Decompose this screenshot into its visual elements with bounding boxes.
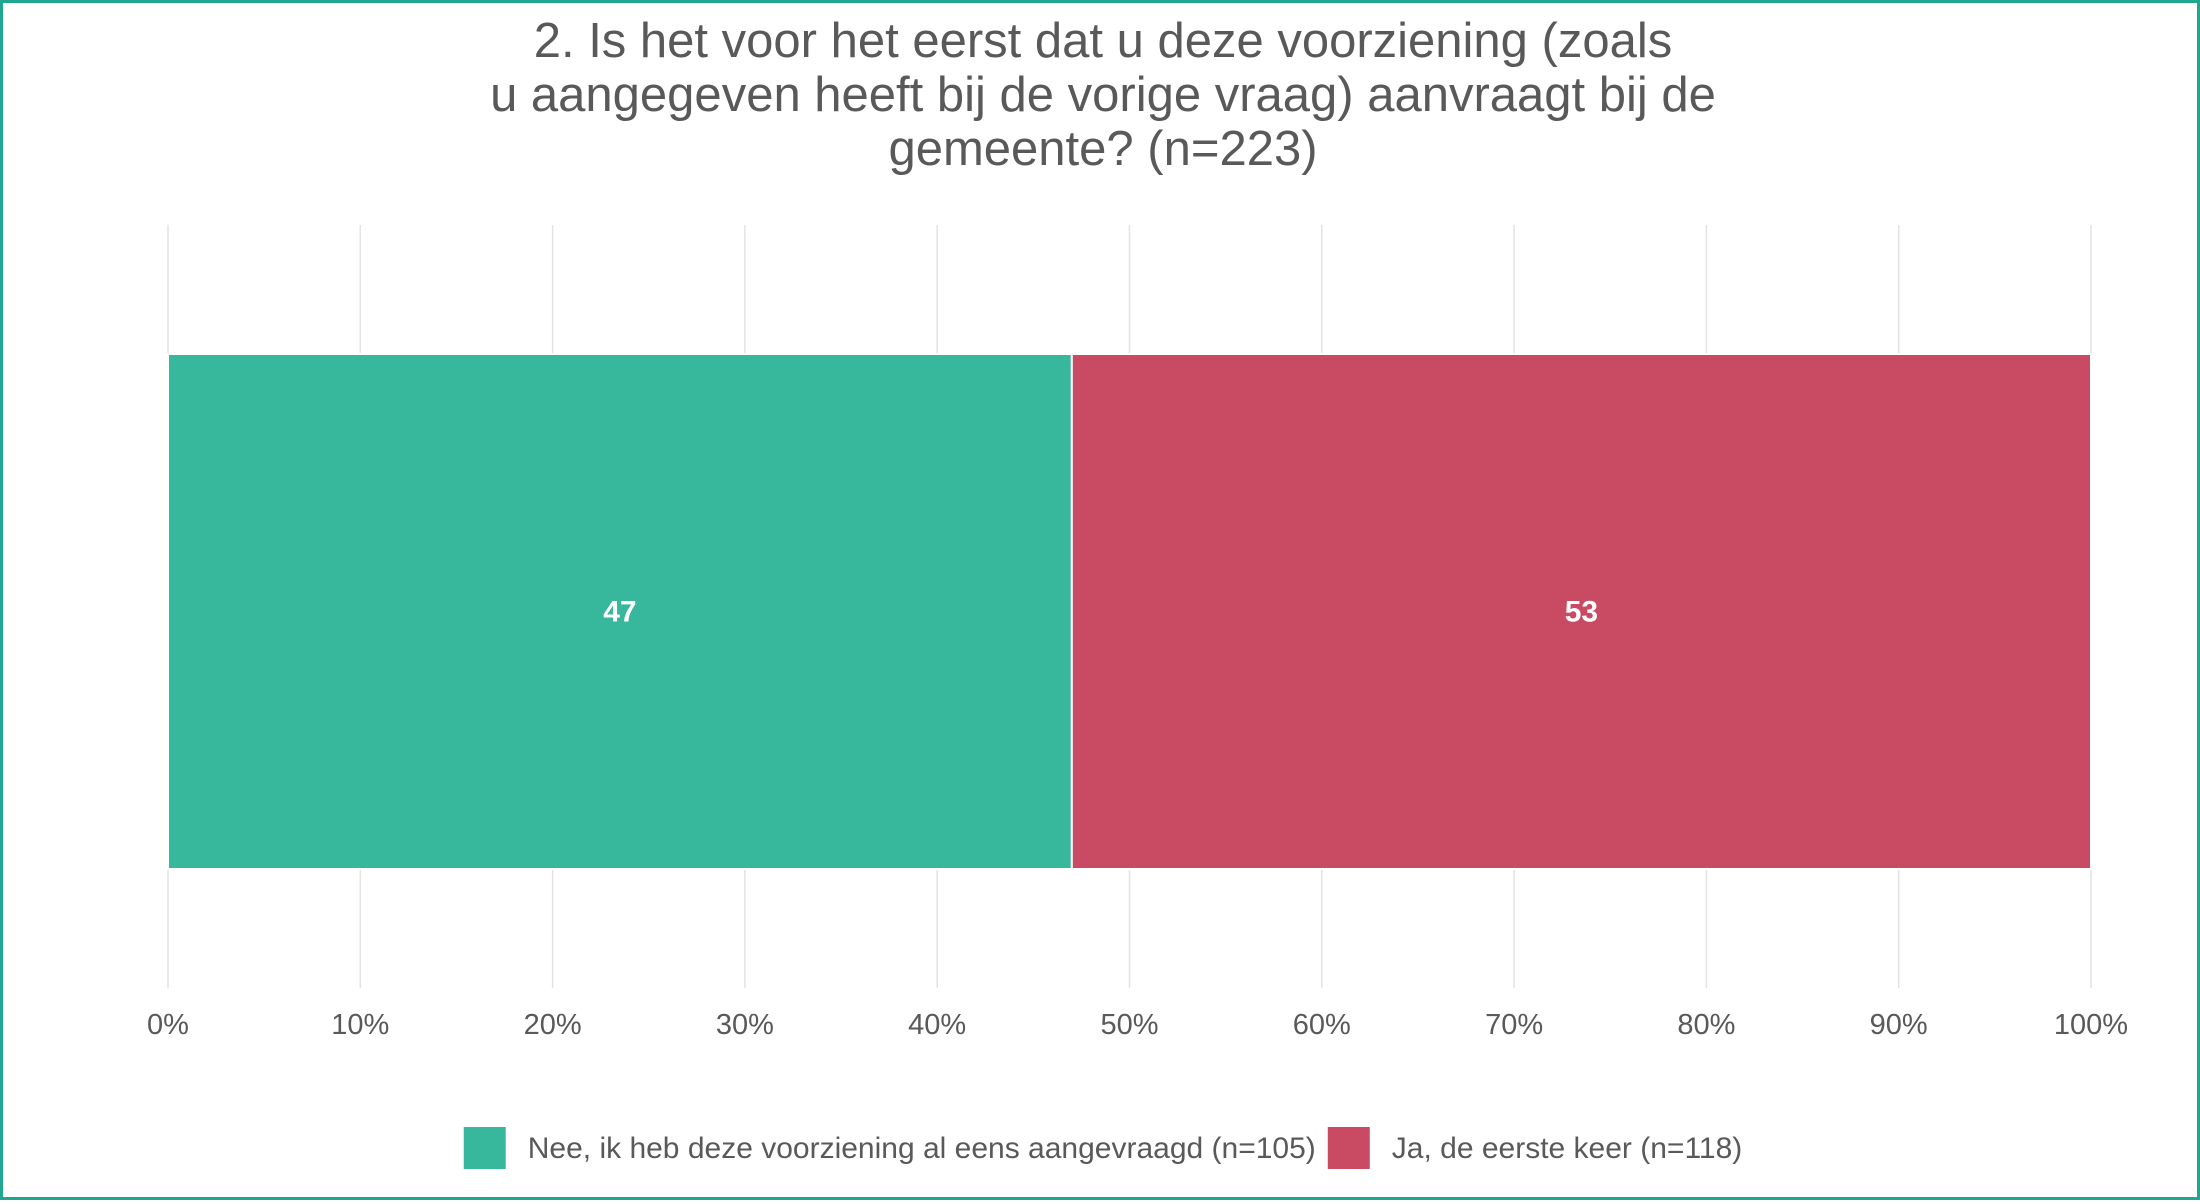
legend-swatch-2: [1327, 1127, 1370, 1169]
legend-label-2: Ja, de eerste keer (n=118): [1392, 1132, 1742, 1165]
stacked-bar-chart: 2. Is het voor het eerst dat u deze voor…: [147, 14, 2128, 1169]
x-tick-label: 80%: [1677, 1009, 1735, 1041]
x-tick-label: 50%: [1100, 1009, 1158, 1041]
x-tick-label: 70%: [1485, 1009, 1543, 1041]
x-tick-label: 40%: [908, 1009, 966, 1041]
chart-title: 2. Is het voor het eerst dat u deze voor…: [490, 14, 1716, 176]
chart-title-line-2: u aangegeven heeft bij de vorige vraag) …: [490, 68, 1716, 122]
legend-swatch-1: [463, 1127, 506, 1169]
x-tick-label: 0%: [147, 1009, 189, 1041]
data-label-2: 53: [1565, 596, 1598, 629]
x-axis-ticks: 0% 10% 20% 30% 40% 50% 60% 70% 80% 90% 100%: [147, 1009, 2128, 1041]
bar-segment-1: [167, 353, 1073, 870]
x-tick-label: 90%: [1870, 1009, 1928, 1041]
bar-segments: [167, 353, 2093, 870]
bar-segment-2: [1070, 353, 2093, 870]
x-tick-label: 30%: [716, 1009, 774, 1041]
legend: Nee, ik heb deze voorziening al eens aan…: [463, 1127, 1742, 1169]
x-tick-label: 20%: [524, 1009, 582, 1041]
data-label-1: 47: [603, 596, 636, 629]
x-tick-label: 60%: [1293, 1009, 1351, 1041]
x-tick-label: 100%: [2054, 1009, 2128, 1041]
data-labels: 47 53: [603, 596, 1598, 629]
legend-label-1: Nee, ik heb deze voorziening al eens aan…: [528, 1132, 1316, 1165]
chart-title-line-1: 2. Is het voor het eerst dat u deze voor…: [534, 14, 1673, 68]
x-tick-label: 10%: [331, 1009, 389, 1041]
chart-title-line-3: gemeente? (n=223): [888, 122, 1317, 176]
